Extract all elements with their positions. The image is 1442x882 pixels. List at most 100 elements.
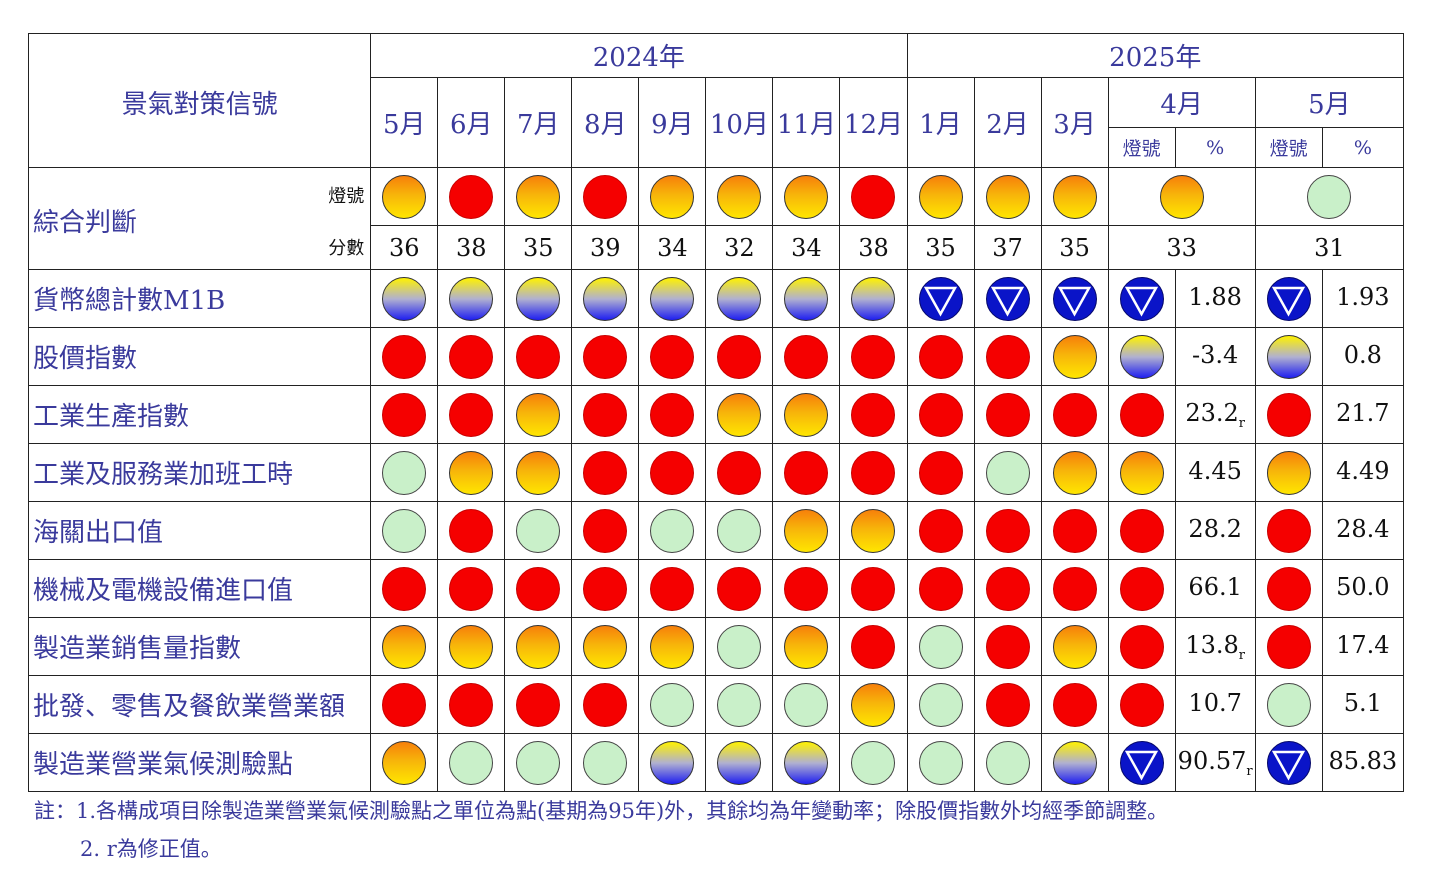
indicator-red-light-icon [1052,392,1097,437]
indicator-row: 製造業銷售量指數 13.8r 17.4 [27,617,1405,676]
indicator-apr-value-cell: 90.57r [1174,733,1256,792]
composite-yellow-red-light-icon [784,174,829,219]
indicator-light-cell [437,733,506,792]
indicator-red-light-icon [717,334,762,379]
apr-pct-subheader: % [1174,127,1256,168]
indicator-yellow-red-light-icon [1052,450,1097,495]
indicator-red-light-icon [650,450,695,495]
indicator-light-cell [1107,733,1176,792]
indicator-red-light-icon [449,334,494,379]
indicator-apr-value: 23.2 [1185,398,1239,427]
indicator-red-light-icon [918,334,963,379]
indicator-light-cell [839,501,908,560]
month-2025-header: 4月 [1107,77,1256,128]
indicator-row: 海關出口值 28.2 28.4 [27,501,1405,560]
indicator-yellow-red-light-icon [1052,624,1097,669]
indicator-light-cell [370,327,439,386]
month-2024-header: 5月 [370,77,439,168]
indicator-light-cell [504,733,573,792]
indicator-red-light-icon [583,508,628,553]
indicator-light-cell [1040,327,1109,386]
indicator-light-cell [1107,501,1176,560]
composite-light-cell [705,167,774,226]
composite-score-cell: 38 [839,225,908,270]
month-2024-header: 9月 [638,77,707,168]
composite-yellow-red-light-icon [1052,174,1097,219]
indicator-green-light-icon [784,682,829,727]
indicator-light-cell [973,443,1042,502]
indicator-red-light-icon [717,566,762,611]
composite-yellow-red-light-icon [516,174,561,219]
month-2024-header: 7月 [504,77,573,168]
indicator-blue-light-icon [1119,276,1164,321]
indicator-green-light-icon [650,682,695,727]
indicator-red-light-icon [717,450,762,495]
indicator-label: 製造業銷售量指數 [27,617,372,676]
composite-label-cell: 綜合判斷 燈號 分數 [27,167,372,270]
indicator-red-light-icon [382,682,427,727]
composite-green-light-icon [1307,174,1352,219]
indicator-may-value: 4.49 [1336,456,1390,485]
indicator-red-light-icon [449,566,494,611]
indicator-row: 機械及電機設備進口值 66.1 50.0 [27,559,1405,618]
indicator-green-light-icon [717,682,762,727]
indicator-light-cell [370,443,439,502]
indicator-red-light-icon [1119,624,1164,669]
indicator-red-light-icon [985,624,1030,669]
indicator-light-cell [839,559,908,618]
year-2024-header: 2024年 [370,33,908,78]
composite-yellow-red-light-icon [985,174,1030,219]
indicator-light-cell [906,617,975,676]
indicator-yellow-red-light-icon [1052,334,1097,379]
indicator-red-light-icon [583,450,628,495]
table-title: 景氣對策信號 [27,33,372,168]
indicator-green-light-icon [1266,682,1311,727]
indicator-red-light-icon [985,334,1030,379]
indicator-may-value-cell: 85.83 [1321,733,1405,792]
indicator-may-value: 85.83 [1328,746,1398,775]
indicator-light-cell [973,501,1042,560]
composite-light-row: 綜合判斷 燈號 分數 [27,167,1405,270]
indicator-light-cell [370,501,439,560]
composite-light-cell [1107,167,1256,226]
indicator-red-light-icon [985,508,1030,553]
indicator-blue-light-icon [1052,276,1097,321]
month-2024-header: 11月 [772,77,841,168]
indicator-light-cell [370,269,439,328]
indicator-light-cell [1040,559,1109,618]
indicator-label: 海關出口值 [27,501,372,560]
indicator-light-cell [705,733,774,792]
indicator-light-cell [1107,443,1176,502]
indicator-yellow-red-light-icon [1119,450,1164,495]
indicator-light-cell [906,733,975,792]
indicator-yellow-red-light-icon [784,508,829,553]
indicator-label: 批發、零售及餐飲業營業額 [27,675,372,734]
indicator-yellow-red-light-icon [717,392,762,437]
indicator-label: 機械及電機設備進口值 [27,559,372,618]
indicator-apr-value: 90.57 [1177,746,1247,775]
indicator-light-cell [1254,269,1323,328]
indicator-light-cell [705,675,774,734]
indicator-light-cell [638,385,707,444]
indicator-green-light-icon [918,682,963,727]
indicator-light-cell [705,327,774,386]
business-indicator-table: 景氣對策信號 2024年 2025年 5月 6月 7月 8月 9月 10月 11月 12月 1月… [27,33,1405,792]
month-2025-header: 3月 [1040,77,1109,168]
indicator-red-light-icon [918,392,963,437]
indicator-may-value-cell: 1.93 [1321,269,1405,328]
revision-mark: r [1238,415,1245,431]
indicator-red-light-icon [650,566,695,611]
indicator-apr-value: 4.45 [1188,456,1242,485]
indicator-light-cell [1254,501,1323,560]
indicator-green-light-icon [516,508,561,553]
indicator-blue-light-icon [1266,740,1311,785]
indicator-light-cell [839,733,908,792]
indicator-yellow-red-light-icon [851,682,896,727]
indicator-green-light-icon [717,508,762,553]
indicator-red-light-icon [449,392,494,437]
indicator-apr-value: 13.8 [1185,630,1239,659]
indicator-yellow-red-light-icon [1266,450,1311,495]
indicator-green-light-icon [717,624,762,669]
indicator-light-cell [638,559,707,618]
indicator-light-cell [973,675,1042,734]
